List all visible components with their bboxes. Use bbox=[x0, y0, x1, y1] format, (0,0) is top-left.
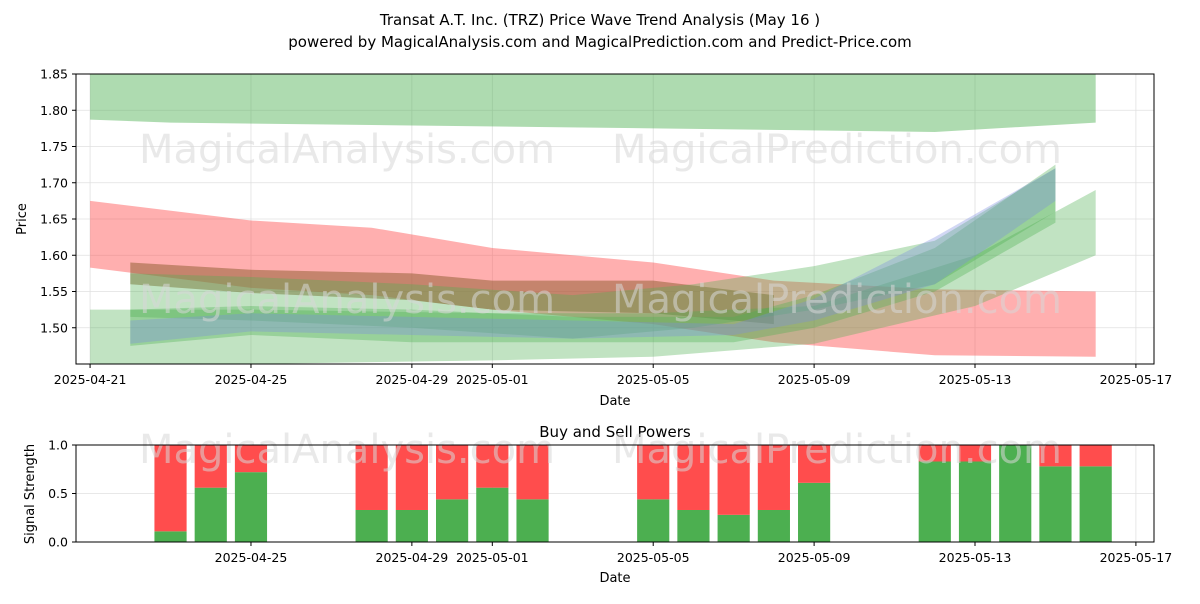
signal-xtick-label: 2025-05-13 bbox=[939, 550, 1012, 565]
buy-bar bbox=[1079, 466, 1112, 542]
buy-bar bbox=[999, 445, 1032, 542]
buy-bar bbox=[395, 509, 428, 542]
buy-bar bbox=[757, 509, 790, 542]
price-band-blue bbox=[130, 168, 1056, 344]
signal-ylabel: Signal Strength bbox=[23, 444, 38, 544]
sell-bar bbox=[918, 445, 951, 462]
price-ytick-label: 1.60 bbox=[40, 248, 68, 263]
sell-bar bbox=[476, 445, 509, 488]
sell-bar bbox=[1079, 445, 1112, 467]
price-ytick-label: 1.70 bbox=[40, 175, 68, 190]
signal-xtick-label: 2025-05-17 bbox=[1100, 550, 1173, 565]
chart-subtitle: powered by MagicalAnalysis.com and Magic… bbox=[288, 33, 912, 51]
signal-xlabel: Date bbox=[599, 571, 630, 586]
signal-ticks: 2025-04-25 2025-04-29 2025-05-01 2025-05-05… bbox=[48, 438, 1172, 566]
price-xtick-label: 2025-05-05 bbox=[617, 372, 690, 387]
price-ticks: 2025-04-21 2025-04-25 2025-04-29 2025-05-01… bbox=[40, 67, 1172, 388]
buy-bar bbox=[717, 514, 750, 542]
sell-bar bbox=[436, 445, 469, 500]
buy-bar bbox=[1039, 466, 1072, 542]
buy-bar bbox=[194, 487, 227, 542]
sell-bar bbox=[958, 445, 992, 462]
buy-bar bbox=[355, 509, 388, 542]
signal-ytick-label: 0.0 bbox=[48, 535, 68, 550]
price-ytick-label: 1.50 bbox=[40, 320, 68, 335]
buy-bar bbox=[234, 472, 268, 542]
buy-bar bbox=[958, 461, 992, 542]
price-band-green bbox=[90, 74, 1096, 132]
price-xtick-label: 2025-04-21 bbox=[54, 372, 127, 387]
price-panel: MagicalAnalysis.com MagicalPrediction.co… bbox=[15, 67, 1172, 410]
buy-bar bbox=[918, 461, 951, 542]
sell-bar bbox=[717, 445, 750, 515]
sell-bar bbox=[757, 445, 790, 510]
signal-xtick-label: 2025-05-05 bbox=[617, 550, 690, 565]
buy-bar bbox=[798, 482, 831, 542]
watermark-prediction-3: MagicalPrediction.com bbox=[612, 427, 1062, 473]
buy-bar bbox=[154, 531, 187, 542]
watermark-prediction-2: MagicalPrediction.com bbox=[612, 277, 1062, 323]
price-xtick-label: 2025-05-09 bbox=[778, 372, 851, 387]
sell-bar bbox=[395, 445, 428, 510]
price-bands bbox=[90, 74, 1096, 364]
price-xtick-label: 2025-05-17 bbox=[1100, 372, 1173, 387]
watermark-analysis-3: MagicalAnalysis.com bbox=[139, 427, 555, 473]
sell-bar bbox=[516, 445, 549, 500]
price-xtick-label: 2025-04-25 bbox=[215, 372, 288, 387]
buy-bar bbox=[637, 499, 670, 542]
signal-xtick-label: 2025-05-01 bbox=[456, 550, 529, 565]
watermark-prediction: MagicalPrediction.com bbox=[612, 127, 1062, 173]
sell-bar bbox=[194, 445, 227, 488]
buy-bar bbox=[516, 499, 549, 542]
price-band-red bbox=[90, 200, 1096, 357]
sell-bar bbox=[234, 445, 268, 473]
price-ytick-label: 1.75 bbox=[40, 139, 68, 154]
buy-bar bbox=[436, 499, 469, 542]
signal-xtick-label: 2025-05-09 bbox=[778, 550, 851, 565]
price-ytick-label: 1.65 bbox=[40, 212, 68, 227]
price-xtick-label: 2025-05-01 bbox=[456, 372, 529, 387]
signal-bars bbox=[154, 445, 1112, 542]
signal-ytick-label: 1.0 bbox=[48, 438, 68, 453]
signal-xtick-label: 2025-04-29 bbox=[376, 550, 449, 565]
price-band-brown bbox=[130, 262, 774, 325]
price-ytick-label: 1.80 bbox=[40, 103, 68, 118]
price-ylabel: Price bbox=[15, 203, 30, 235]
buy-bar bbox=[476, 487, 509, 542]
watermark-analysis-2: MagicalAnalysis.com bbox=[139, 277, 555, 323]
signal-title: Buy and Sell Powers bbox=[539, 423, 691, 441]
price-ytick-label: 1.85 bbox=[40, 67, 68, 82]
price-ytick-label: 1.55 bbox=[40, 284, 68, 299]
buy-bar bbox=[677, 509, 710, 542]
price-xlabel: Date bbox=[599, 394, 630, 409]
sell-bar bbox=[1039, 445, 1072, 467]
chart-title: Transat A.T. Inc. (TRZ) Price Wave Trend… bbox=[379, 11, 820, 29]
sell-bar bbox=[798, 445, 831, 483]
price-band-green bbox=[130, 164, 1056, 346]
signal-ytick-label: 0.5 bbox=[48, 486, 68, 501]
signal-panel: Buy and Sell Powers MagicalAnalysis.com … bbox=[23, 423, 1172, 586]
price-band-green bbox=[90, 190, 1096, 364]
watermark-analysis: MagicalAnalysis.com bbox=[139, 127, 555, 173]
sell-bar bbox=[154, 445, 187, 532]
signal-xtick-label: 2025-04-25 bbox=[215, 550, 288, 565]
price-band-green bbox=[130, 168, 1056, 339]
price-xtick-label: 2025-05-13 bbox=[939, 372, 1012, 387]
sell-bar bbox=[355, 445, 388, 510]
sell-bar bbox=[677, 445, 710, 510]
sell-bar bbox=[637, 445, 670, 500]
price-xtick-label: 2025-04-29 bbox=[376, 372, 449, 387]
